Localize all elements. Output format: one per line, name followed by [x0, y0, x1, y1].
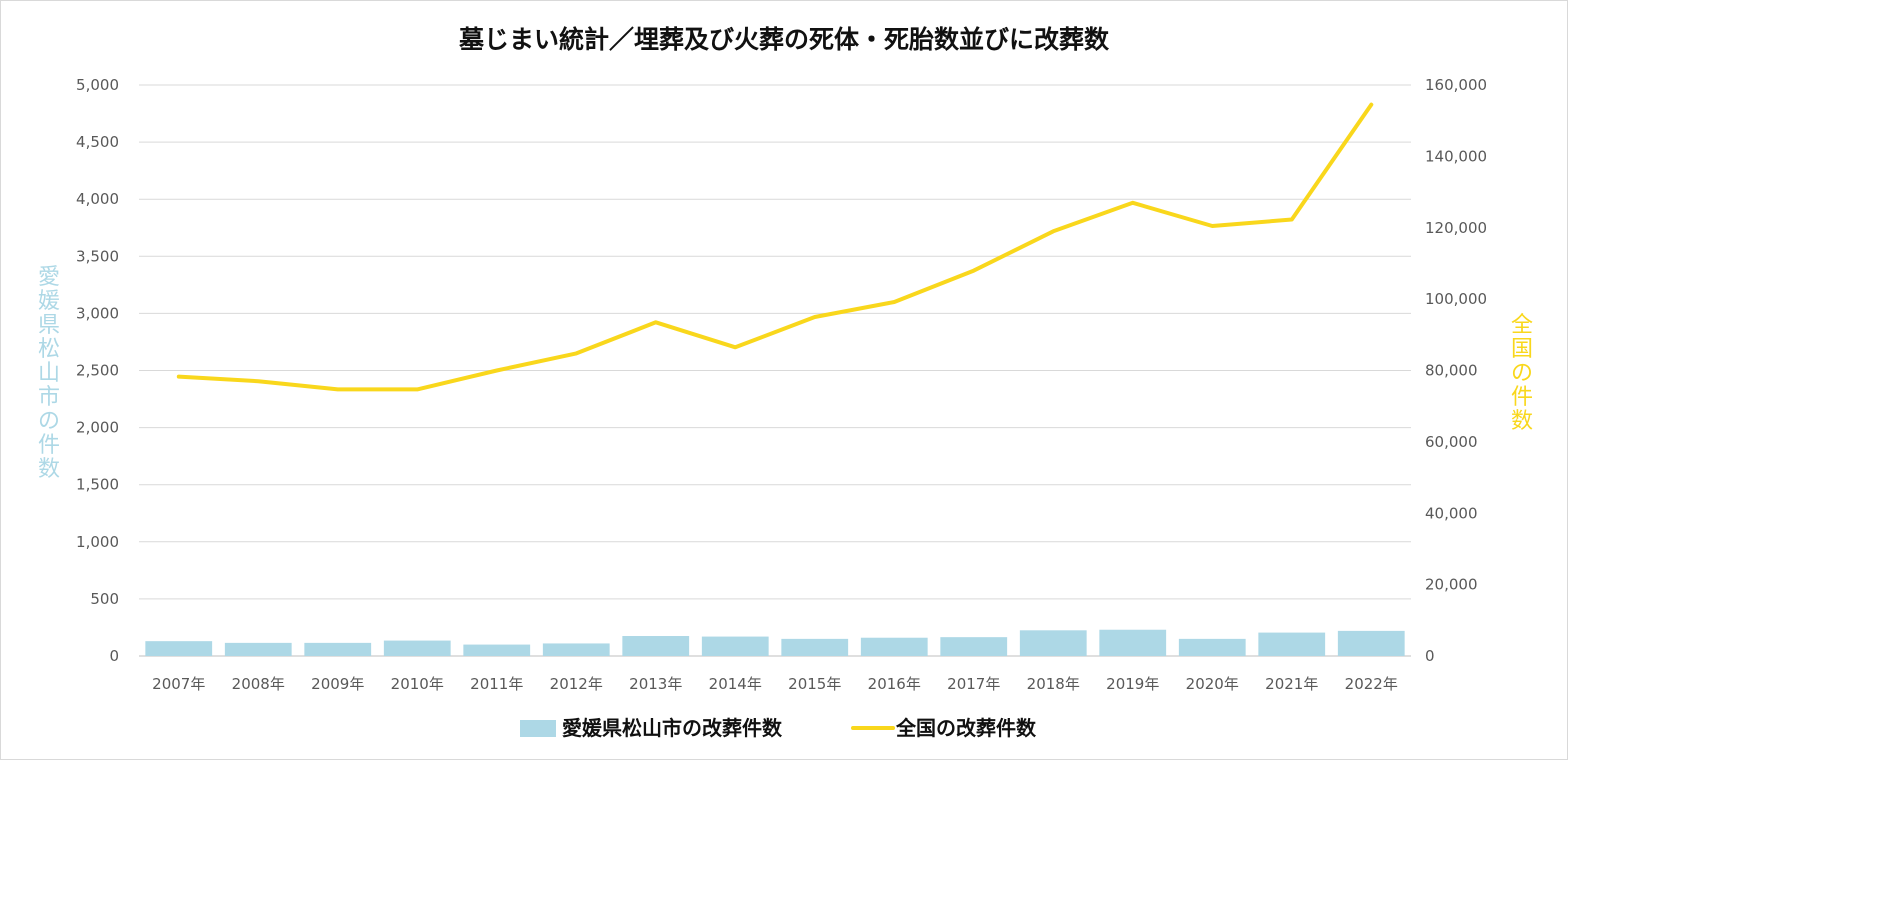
- x-tick-label: 2007年: [152, 675, 205, 693]
- x-tick-label: 2008年: [232, 675, 285, 693]
- bar: [860, 637, 928, 656]
- y-axis-left: 0 500 1,000 1,500 2,000 2,500 3,000 3,500 4,000 4…: [76, 76, 119, 665]
- x-tick-label: 2020年: [1186, 675, 1239, 693]
- y-right-title: 全国の件数: [1511, 313, 1533, 434]
- y-axis-right: 0 20,000 40,000 60,000 80,000 100,000 120,000 1…: [1425, 76, 1487, 665]
- combo-chart: 墓じまい統計／埋葬及び火葬の死体・死胎数並びに改葬数 0 500 1,000 1,50…: [38, 25, 1533, 740]
- y-right-tick-label: 0: [1425, 647, 1435, 665]
- y-left-tick-label: 5,000: [76, 76, 119, 94]
- bar: [1178, 638, 1246, 656]
- y-right-tick-label: 140,000: [1425, 147, 1487, 165]
- y-left-tick-label: 4,000: [76, 190, 119, 208]
- legend-label-line: 全国の改葬件数: [895, 716, 1037, 740]
- y-left-tick-label: 3,500: [76, 247, 119, 265]
- bar: [304, 642, 372, 656]
- legend-swatch-bar: [520, 720, 556, 737]
- x-tick-label: 2017年: [947, 675, 1000, 693]
- x-tick-label: 2015年: [788, 675, 841, 693]
- bar: [145, 641, 213, 656]
- y-left-tick-label: 3,000: [76, 304, 119, 322]
- gridlines: [139, 84, 1411, 657]
- bar: [1019, 630, 1087, 656]
- y-right-tick-label: 60,000: [1425, 433, 1478, 451]
- x-tick-label: 2016年: [868, 675, 921, 693]
- y-right-tick-label: 40,000: [1425, 504, 1478, 522]
- x-tick-label: 2013年: [629, 675, 682, 693]
- y-right-tick-label: 80,000: [1425, 362, 1478, 380]
- y-right-tick-label: 120,000: [1425, 219, 1487, 237]
- y-left-tick-label: 1,500: [76, 476, 119, 494]
- y-left-tick-label: 4,500: [76, 133, 119, 151]
- x-tick-label: 2009年: [311, 675, 364, 693]
- bar: [542, 643, 610, 656]
- y-right-tick-label: 160,000: [1425, 76, 1487, 94]
- legend-label-bar: 愛媛県松山市の改葬件数: [562, 716, 783, 740]
- axis-titles: 愛媛県松山市の件数 全国の件数: [38, 265, 1533, 482]
- chart-title: 墓じまい統計／埋葬及び火葬の死体・死胎数並びに改葬数: [458, 25, 1110, 54]
- y-left-tick-label: 0: [109, 647, 119, 665]
- x-tick-label: 2021年: [1265, 675, 1318, 693]
- y-left-title: 愛媛県松山市の件数: [38, 265, 60, 482]
- legend: 愛媛県松山市の改葬件数 全国の改葬件数: [520, 716, 1037, 740]
- y-right-tick-label: 100,000: [1425, 290, 1487, 308]
- y-left-tick-label: 1,000: [76, 533, 119, 551]
- y-left-tick-label: 500: [90, 590, 119, 608]
- y-right-tick-label: 20,000: [1425, 576, 1478, 594]
- line-series-national: [176, 102, 1374, 392]
- series-line: [176, 102, 1374, 392]
- chart-frame: 墓じまい統計／埋葬及び火葬の死体・死胎数並びに改葬数 0 500 1,000 1,50…: [0, 0, 1568, 760]
- bar-series-matsuyama: [145, 629, 1405, 656]
- bar: [701, 636, 769, 656]
- x-tick-label: 2010年: [391, 675, 444, 693]
- x-tick-label: 2014年: [709, 675, 762, 693]
- bar: [781, 638, 849, 656]
- x-tick-label: 2022年: [1345, 675, 1398, 693]
- y-left-tick-label: 2,500: [76, 362, 119, 380]
- bar: [383, 640, 451, 656]
- bar: [1258, 632, 1326, 656]
- x-tick-label: 2019年: [1106, 675, 1159, 693]
- x-tick-label: 2011年: [470, 675, 523, 693]
- bar: [940, 637, 1008, 656]
- bar: [1099, 629, 1167, 656]
- bar: [1337, 630, 1405, 656]
- bar: [622, 636, 690, 656]
- x-tick-label: 2018年: [1027, 675, 1080, 693]
- y-left-tick-label: 2,000: [76, 419, 119, 437]
- bar: [224, 642, 292, 656]
- x-axis: 2007年 2008年 2009年 2010年 2011年 2012年 2013年 2014年…: [152, 675, 1398, 693]
- x-tick-label: 2012年: [550, 675, 603, 693]
- bar: [463, 644, 531, 656]
